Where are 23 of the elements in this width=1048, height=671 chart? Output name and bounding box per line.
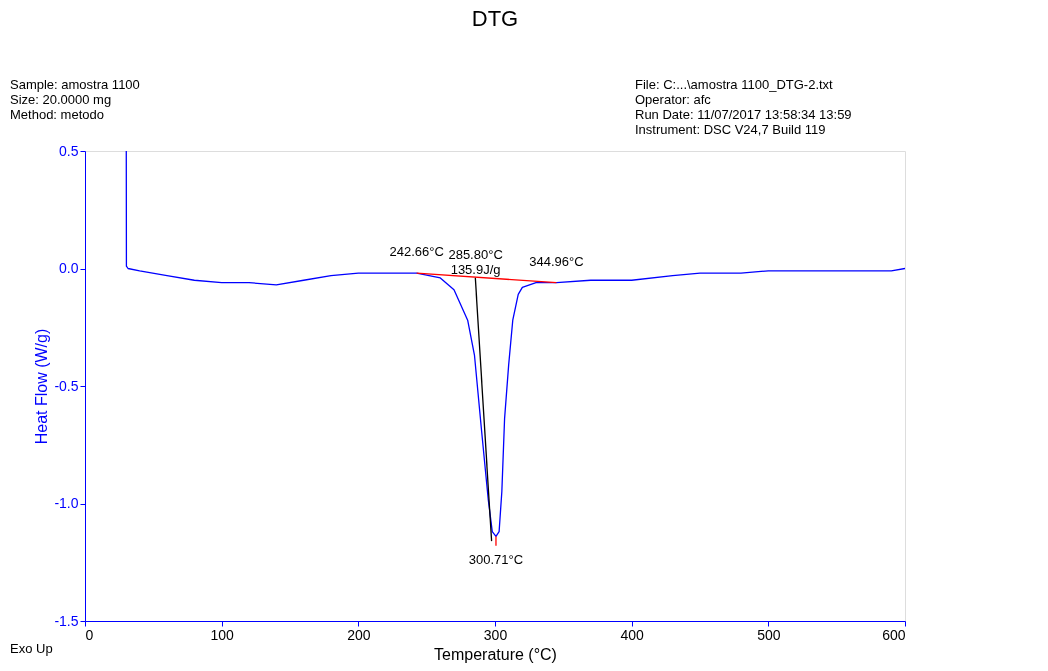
line-series: [125, 151, 905, 538]
text: Sample: amostra 1100 Size: 20.0000 mg Method: metodo: [10, 77, 140, 122]
x-tick-label: 200: [347, 626, 371, 643]
text: File: C:...\amostra 1100_DTG-2.txt Operator: afc Run Date: 11/07/2017 13:58:34 13:59 Instrument: DSC V24,7 Build 119: [635, 77, 852, 137]
x-tick-label: 400: [620, 626, 645, 643]
chart-title: DTG: [471, 6, 519, 31]
text: Exo Up: [10, 641, 53, 656]
x-tick-label: 100: [210, 626, 235, 643]
y-tick-label: -1.0: [54, 495, 79, 511]
x-tick-label: 0: [85, 626, 94, 643]
y-tick-label: 0.5: [59, 142, 79, 159]
y-tick-label: -1.5: [54, 612, 79, 629]
x-axis-title: Temperature (°C): [434, 645, 557, 663]
annotation: 242.66°C: [389, 244, 444, 260]
x-tick-label: 600: [882, 626, 906, 643]
y-tick-label: 0.0: [59, 260, 79, 276]
x-tick-label: 500: [757, 626, 781, 643]
annotation: 344.96°C: [529, 253, 584, 269]
x-tick-label: 300: [483, 626, 508, 643]
annotation: 300.71°C: [468, 551, 524, 567]
y-tick-label: -0.5: [54, 377, 79, 394]
annotation: 285.80°C 135.9J/g: [448, 246, 503, 277]
y-axis-title: Heat Flow (W/g): [33, 328, 51, 445]
